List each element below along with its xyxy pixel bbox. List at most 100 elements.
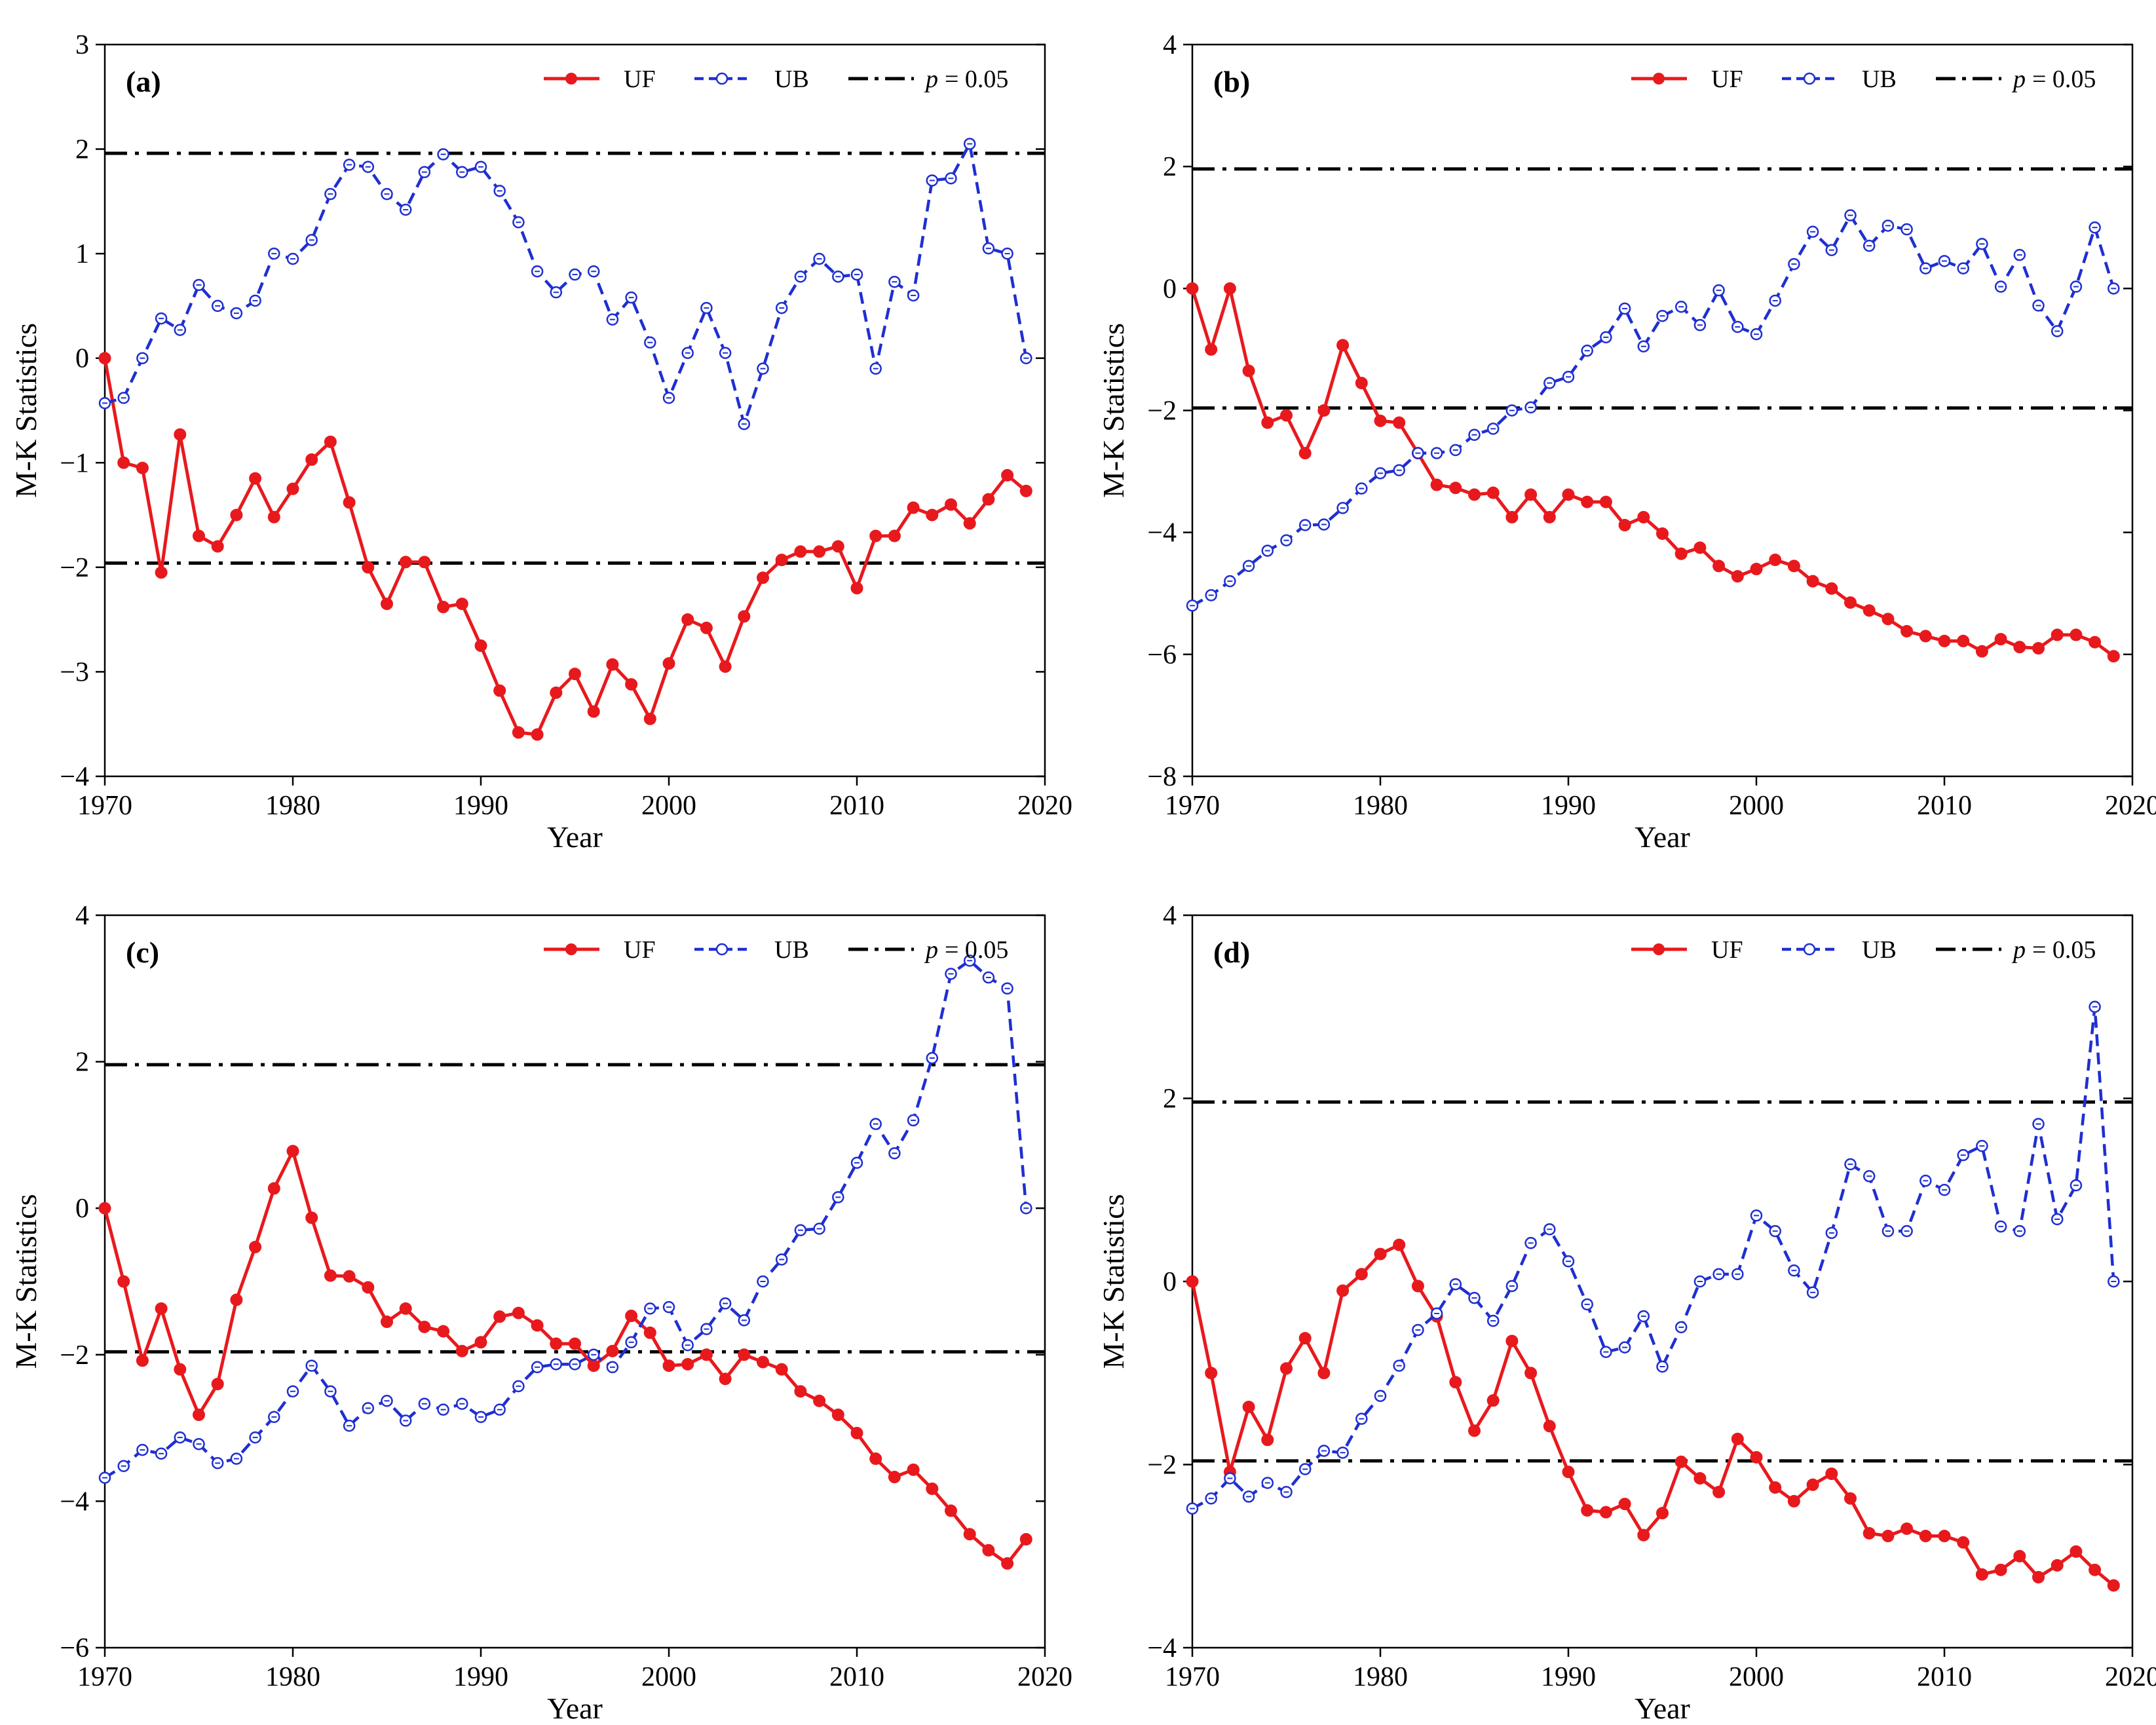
uf-point xyxy=(1712,559,1726,573)
uf-point xyxy=(1656,527,1669,540)
x-tick-label: 2010 xyxy=(829,1662,884,1692)
uf-point xyxy=(324,435,337,448)
legend-p-value: = 0.05 xyxy=(945,936,1008,964)
x-tick-label: 2000 xyxy=(1729,1662,1784,1692)
panel-label: (c) xyxy=(126,936,159,969)
uf-point xyxy=(1374,1247,1387,1261)
uf-point xyxy=(117,456,130,469)
uf-point xyxy=(700,621,713,634)
y-tick-label: 2 xyxy=(1163,1084,1177,1114)
uf-point xyxy=(569,1337,581,1350)
uf-point xyxy=(1261,1433,1274,1447)
uf-point xyxy=(531,728,544,741)
legend-p-value: = 0.05 xyxy=(2032,936,2096,964)
y-tick-label: 1 xyxy=(75,239,89,269)
uf-point xyxy=(1543,1420,1556,1433)
uf-point xyxy=(1618,518,1631,531)
uf-point xyxy=(1317,1367,1331,1380)
x-tick-label: 2000 xyxy=(1729,791,1784,821)
y-tick-label: 2 xyxy=(75,135,89,165)
uf-point xyxy=(211,540,224,553)
legend-p-italic: p xyxy=(924,66,938,93)
uf-point xyxy=(2051,628,2064,641)
uf-point xyxy=(1430,478,1443,491)
panel-label: (a) xyxy=(126,65,161,98)
uf-point xyxy=(286,1145,299,1158)
uf-point xyxy=(455,597,468,611)
uf-point xyxy=(1001,468,1014,482)
legend-p-italic: p xyxy=(2011,936,2026,964)
x-tick-label: 2020 xyxy=(2105,1662,2156,1692)
uf-point xyxy=(606,658,619,671)
uf-point xyxy=(907,1463,920,1476)
uf-point xyxy=(2032,1570,2045,1583)
uf-point xyxy=(569,668,581,681)
uf-point xyxy=(418,1320,431,1333)
uf-point xyxy=(1468,488,1481,501)
uf-point xyxy=(267,510,280,523)
uf-point xyxy=(1242,1400,1255,1413)
uf-point xyxy=(1825,1467,1838,1480)
uf-point xyxy=(1468,1424,1481,1437)
uf-point xyxy=(1001,1557,1014,1570)
uf-point xyxy=(286,482,299,495)
uf-point xyxy=(1656,1507,1669,1520)
x-tick-label: 1990 xyxy=(453,791,508,821)
legend: UF UB p = 0.05 xyxy=(544,66,1008,93)
uf-point xyxy=(1750,563,1763,576)
x-tick-label: 2020 xyxy=(1017,791,1072,821)
x-axis-title: Year xyxy=(1635,820,1690,854)
uf-point xyxy=(1844,596,1857,609)
uf-point xyxy=(550,686,563,699)
uf-point xyxy=(2070,1545,2083,1558)
uf-point xyxy=(381,1315,393,1328)
y-tick-label: −4 xyxy=(60,1487,89,1517)
uf-point xyxy=(1581,495,1594,508)
uf-point xyxy=(1298,1332,1312,1345)
uf-point xyxy=(1882,613,1895,626)
legend-uf-label: UF xyxy=(1711,66,1743,93)
uf-point xyxy=(418,556,431,569)
plot-frame xyxy=(104,914,1046,1649)
uf-point xyxy=(474,639,487,653)
uf-point xyxy=(982,1544,995,1557)
x-axis-title: Year xyxy=(1635,1692,1690,1725)
series-line-ub xyxy=(1191,1005,2115,1510)
plot-frame xyxy=(1191,914,2134,1649)
uf-point xyxy=(381,597,393,611)
legend: UF UB p = 0.05 xyxy=(544,936,1008,964)
uf-point xyxy=(1919,1530,1932,1543)
x-tick-label: 2000 xyxy=(641,791,696,821)
uf-point xyxy=(155,566,168,579)
uf-point xyxy=(1486,1394,1500,1407)
uf-point xyxy=(1019,484,1032,497)
uf-point xyxy=(193,1408,205,1421)
uf-point xyxy=(738,610,751,623)
x-tick-label: 2020 xyxy=(1017,1662,1072,1692)
x-axis-title: Year xyxy=(547,1692,603,1725)
legend-p-value: = 0.05 xyxy=(2032,66,2096,93)
series-line-ub xyxy=(1191,214,2115,607)
uf-point xyxy=(888,1471,901,1484)
legend: UF UB p = 0.05 xyxy=(1631,936,2096,964)
uf-point xyxy=(343,496,356,509)
uf-point xyxy=(305,1211,318,1224)
uf-point xyxy=(963,517,976,530)
uf-point xyxy=(888,529,901,542)
series-line-uf xyxy=(1190,1243,2115,1587)
legend-ub-marker xyxy=(1803,72,1816,85)
y-tick-label: −1 xyxy=(60,448,89,478)
y-axis-title: M-K Statistics xyxy=(9,1194,43,1369)
uf-point xyxy=(1543,510,1556,523)
legend-p-label: p = 0.05 xyxy=(2011,66,2096,93)
uf-point xyxy=(1223,282,1236,295)
uf-point xyxy=(643,1326,656,1339)
y-tick-label: −4 xyxy=(1147,518,1177,548)
uf-point xyxy=(2051,1559,2064,1572)
uf-point xyxy=(1317,404,1331,417)
uf-point xyxy=(963,1528,976,1541)
y-tick-label: 0 xyxy=(75,344,89,374)
uf-point xyxy=(531,1319,544,1332)
uf-point xyxy=(98,352,111,365)
